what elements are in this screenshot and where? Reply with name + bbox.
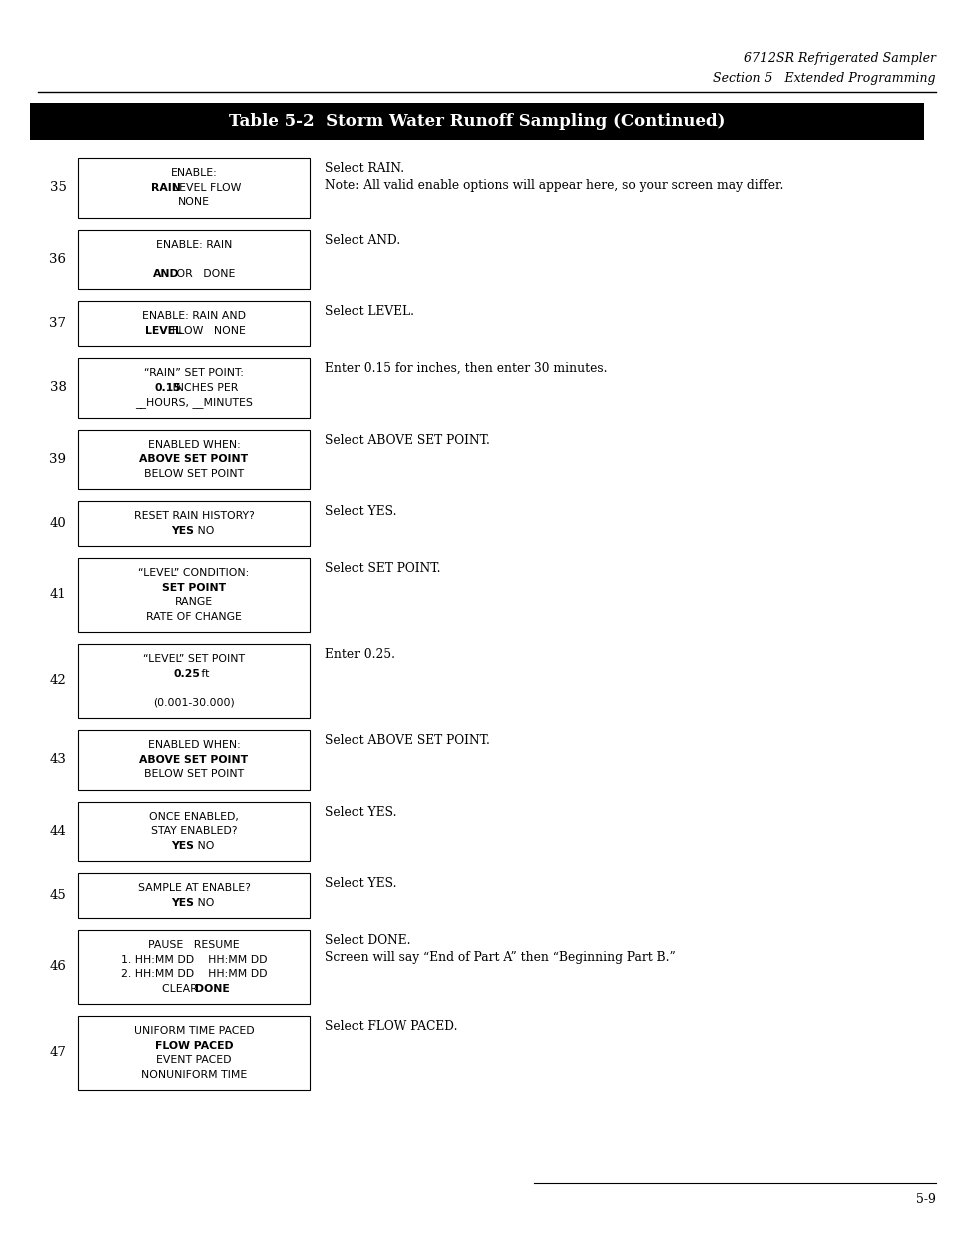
Bar: [78, 230, 310, 289]
Bar: [30, 103, 923, 140]
Bar: [78, 802, 310, 861]
Bar: [78, 730, 310, 789]
Text: RANGE: RANGE: [174, 598, 213, 608]
Text: 1. HH:MM DD    HH:MM DD: 1. HH:MM DD HH:MM DD: [121, 955, 267, 965]
Text: 42: 42: [50, 674, 67, 688]
Text: Select RAIN.: Select RAIN.: [325, 162, 404, 175]
Text: 36: 36: [50, 253, 67, 266]
Text: Select ABOVE SET POINT.: Select ABOVE SET POINT.: [325, 433, 489, 447]
Text: YES: YES: [171, 841, 193, 851]
Text: 2. HH:MM DD    HH:MM DD: 2. HH:MM DD HH:MM DD: [121, 969, 267, 979]
Text: (0.001-30.000): (0.001-30.000): [153, 698, 234, 708]
Text: Enter 0.25.: Enter 0.25.: [325, 648, 395, 661]
Text: INCHES PER: INCHES PER: [169, 383, 238, 393]
Text: EVENT PACED: EVENT PACED: [156, 1055, 232, 1066]
Text: YES: YES: [171, 526, 193, 536]
Text: 35: 35: [50, 182, 67, 194]
Text: FLOW   NONE: FLOW NONE: [165, 326, 246, 336]
Text: 5-9: 5-9: [915, 1193, 935, 1207]
Text: Select FLOW PACED.: Select FLOW PACED.: [325, 1020, 457, 1032]
Text: BELOW SET POINT: BELOW SET POINT: [144, 469, 244, 479]
Text: ENABLE: RAIN AND: ENABLE: RAIN AND: [142, 311, 246, 321]
Text: ABOVE SET POINT: ABOVE SET POINT: [139, 454, 249, 464]
Text: Select DONE.: Select DONE.: [325, 934, 410, 947]
Text: 0.25: 0.25: [173, 668, 200, 679]
Bar: [78, 873, 310, 918]
Text: NO: NO: [187, 898, 214, 908]
Text: UNIFORM TIME PACED: UNIFORM TIME PACED: [133, 1026, 254, 1036]
Text: OR   DONE: OR DONE: [166, 269, 235, 279]
Text: ABOVE SET POINT: ABOVE SET POINT: [139, 755, 249, 764]
Text: 39: 39: [50, 453, 67, 466]
Text: Select YES.: Select YES.: [325, 505, 396, 517]
Text: BELOW SET POINT: BELOW SET POINT: [144, 769, 244, 779]
Text: Select ABOVE SET POINT.: Select ABOVE SET POINT.: [325, 734, 489, 747]
Text: ONCE ENABLED,: ONCE ENABLED,: [149, 811, 238, 821]
Text: STAY ENABLED?: STAY ENABLED?: [151, 826, 237, 836]
Text: Select YES.: Select YES.: [325, 805, 396, 819]
Text: 38: 38: [50, 382, 67, 394]
Text: SAMPLE AT ENABLE?: SAMPLE AT ENABLE?: [137, 883, 251, 893]
Text: Screen will say “End of Part A” then “Beginning Part B.”: Screen will say “End of Part A” then “Be…: [325, 951, 675, 965]
Bar: [78, 501, 310, 546]
Bar: [78, 430, 310, 489]
Bar: [78, 558, 310, 632]
Text: Select YES.: Select YES.: [325, 877, 396, 890]
Text: Note: All valid enable options will appear here, so your screen may differ.: Note: All valid enable options will appe…: [325, 179, 782, 191]
Text: 45: 45: [50, 889, 67, 902]
Text: RESET RAIN HISTORY?: RESET RAIN HISTORY?: [133, 511, 254, 521]
Text: Enter 0.15 for inches, then enter 30 minutes.: Enter 0.15 for inches, then enter 30 min…: [325, 362, 607, 375]
Text: DONE: DONE: [195, 984, 230, 994]
Text: SET POINT: SET POINT: [162, 583, 226, 593]
Text: ENABLED WHEN:: ENABLED WHEN:: [148, 740, 240, 750]
Text: PAUSE   RESUME: PAUSE RESUME: [148, 940, 239, 950]
Bar: [78, 930, 310, 1004]
Text: ENABLE:: ENABLE:: [171, 168, 217, 178]
Text: RAIN: RAIN: [151, 183, 181, 193]
Text: “RAIN” SET POINT:: “RAIN” SET POINT:: [144, 368, 244, 378]
Text: FLOW PACED: FLOW PACED: [154, 1041, 233, 1051]
Text: 37: 37: [50, 317, 67, 330]
Text: 0.15: 0.15: [154, 383, 181, 393]
Text: 43: 43: [50, 753, 67, 766]
Text: Select SET POINT.: Select SET POINT.: [325, 562, 440, 576]
Text: NO: NO: [187, 526, 214, 536]
Text: YES: YES: [171, 898, 193, 908]
Text: 44: 44: [50, 825, 67, 837]
Text: 6712SR Refrigerated Sampler: 6712SR Refrigerated Sampler: [743, 52, 935, 65]
Text: AND: AND: [152, 269, 179, 279]
Text: LEVEL: LEVEL: [145, 326, 182, 336]
Text: CLEAR: CLEAR: [161, 984, 208, 994]
Bar: [78, 358, 310, 417]
Text: __HOURS, __MINUTES: __HOURS, __MINUTES: [135, 396, 253, 408]
Text: Select LEVEL.: Select LEVEL.: [325, 305, 414, 317]
Text: ENABLED WHEN:: ENABLED WHEN:: [148, 440, 240, 450]
Text: Section 5   Extended Programming: Section 5 Extended Programming: [713, 72, 935, 85]
Text: ft: ft: [197, 668, 209, 679]
Text: LEVEL FLOW: LEVEL FLOW: [166, 183, 241, 193]
Text: Table 5-2  Storm Water Runoff Sampling (Continued): Table 5-2 Storm Water Runoff Sampling (C…: [229, 112, 724, 130]
Bar: [78, 1016, 310, 1091]
Text: RATE OF CHANGE: RATE OF CHANGE: [146, 611, 242, 621]
Text: NO: NO: [187, 841, 214, 851]
Text: Select AND.: Select AND.: [325, 233, 400, 247]
Text: “LEVEL” CONDITION:: “LEVEL” CONDITION:: [138, 568, 250, 578]
Text: 47: 47: [50, 1046, 67, 1060]
Bar: [78, 301, 310, 346]
Bar: [78, 158, 310, 217]
Text: NONE: NONE: [178, 198, 210, 207]
Text: 40: 40: [50, 517, 67, 530]
Text: 41: 41: [50, 589, 67, 601]
Text: 46: 46: [50, 961, 67, 973]
Text: NONUNIFORM TIME: NONUNIFORM TIME: [141, 1070, 247, 1079]
Text: ENABLE: RAIN: ENABLE: RAIN: [155, 240, 232, 249]
Bar: [78, 643, 310, 718]
Text: “LEVEL” SET POINT: “LEVEL” SET POINT: [143, 655, 245, 664]
